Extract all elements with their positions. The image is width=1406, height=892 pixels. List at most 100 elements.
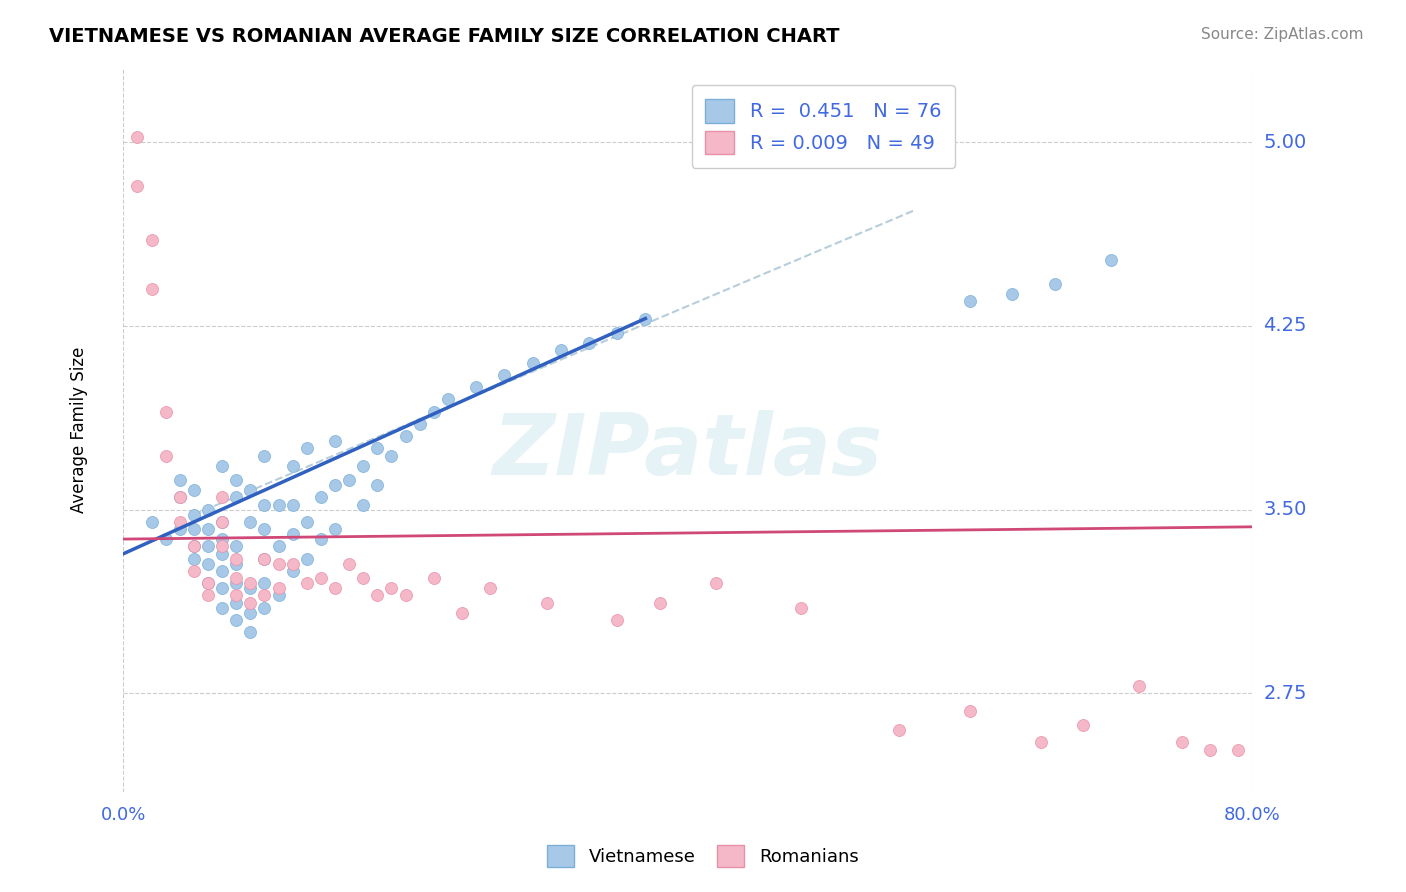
Text: 3.50: 3.50 bbox=[1264, 500, 1308, 519]
Point bbox=[309, 491, 332, 505]
Point bbox=[211, 540, 233, 554]
Point bbox=[141, 282, 163, 296]
Point bbox=[197, 576, 219, 591]
Point bbox=[1099, 252, 1122, 267]
Point bbox=[169, 522, 191, 536]
Point bbox=[253, 600, 276, 615]
Point bbox=[281, 458, 304, 473]
Point bbox=[309, 571, 332, 585]
Point bbox=[253, 551, 276, 566]
Point bbox=[197, 502, 219, 516]
Point bbox=[352, 571, 374, 585]
Point bbox=[239, 515, 262, 529]
Point bbox=[211, 581, 233, 595]
Point bbox=[211, 600, 233, 615]
Point bbox=[197, 522, 219, 536]
Point bbox=[183, 508, 205, 522]
Point bbox=[267, 498, 290, 512]
Point bbox=[634, 311, 657, 326]
Point bbox=[323, 581, 346, 595]
Text: Average Family Size: Average Family Size bbox=[70, 347, 89, 513]
Point bbox=[295, 515, 318, 529]
Point bbox=[225, 551, 247, 566]
Point bbox=[437, 392, 460, 407]
Legend: R =  0.451   N = 76, R = 0.009   N = 49: R = 0.451 N = 76, R = 0.009 N = 49 bbox=[692, 86, 955, 168]
Point bbox=[578, 336, 600, 351]
Point bbox=[155, 532, 177, 546]
Point bbox=[239, 606, 262, 620]
Point bbox=[606, 613, 628, 627]
Point bbox=[423, 404, 446, 418]
Point bbox=[183, 540, 205, 554]
Point bbox=[183, 564, 205, 578]
Point bbox=[197, 540, 219, 554]
Point bbox=[423, 571, 446, 585]
Point bbox=[155, 449, 177, 463]
Point bbox=[127, 179, 149, 194]
Point bbox=[337, 473, 360, 487]
Point bbox=[211, 515, 233, 529]
Point bbox=[239, 625, 262, 640]
Point bbox=[380, 581, 402, 595]
Point bbox=[295, 576, 318, 591]
Point bbox=[323, 478, 346, 492]
Point bbox=[959, 704, 981, 718]
Point bbox=[267, 557, 290, 571]
Point bbox=[1227, 743, 1250, 757]
Point bbox=[197, 557, 219, 571]
Text: ZIPatlas: ZIPatlas bbox=[492, 410, 883, 493]
Point bbox=[253, 576, 276, 591]
Point bbox=[465, 380, 488, 394]
Point bbox=[253, 449, 276, 463]
Point bbox=[451, 606, 474, 620]
Point bbox=[789, 600, 811, 615]
Point bbox=[394, 589, 416, 603]
Point bbox=[253, 498, 276, 512]
Point bbox=[1199, 743, 1222, 757]
Point bbox=[169, 473, 191, 487]
Point bbox=[253, 589, 276, 603]
Point bbox=[225, 589, 247, 603]
Point bbox=[394, 429, 416, 443]
Point bbox=[267, 540, 290, 554]
Point bbox=[225, 491, 247, 505]
Point bbox=[704, 576, 727, 591]
Point bbox=[169, 491, 191, 505]
Point bbox=[183, 551, 205, 566]
Point bbox=[1001, 287, 1024, 301]
Point bbox=[225, 613, 247, 627]
Point bbox=[1043, 277, 1066, 292]
Point bbox=[239, 483, 262, 497]
Point bbox=[211, 458, 233, 473]
Point bbox=[366, 478, 388, 492]
Point bbox=[225, 540, 247, 554]
Point bbox=[1128, 679, 1150, 693]
Point bbox=[550, 343, 572, 358]
Point bbox=[295, 551, 318, 566]
Point bbox=[169, 491, 191, 505]
Point bbox=[267, 581, 290, 595]
Text: 4.25: 4.25 bbox=[1264, 317, 1308, 335]
Point bbox=[648, 596, 671, 610]
Point bbox=[323, 522, 346, 536]
Point bbox=[323, 434, 346, 448]
Point bbox=[211, 532, 233, 546]
Point bbox=[536, 596, 558, 610]
Point bbox=[494, 368, 516, 382]
Point bbox=[479, 581, 502, 595]
Point bbox=[169, 515, 191, 529]
Point bbox=[225, 571, 247, 585]
Point bbox=[211, 564, 233, 578]
Point bbox=[183, 540, 205, 554]
Text: 2.75: 2.75 bbox=[1264, 684, 1308, 703]
Point bbox=[211, 515, 233, 529]
Point bbox=[225, 576, 247, 591]
Point bbox=[295, 442, 318, 456]
Point bbox=[239, 596, 262, 610]
Text: 5.00: 5.00 bbox=[1264, 133, 1306, 152]
Point bbox=[253, 551, 276, 566]
Point bbox=[211, 547, 233, 561]
Point bbox=[197, 576, 219, 591]
Point bbox=[225, 596, 247, 610]
Point bbox=[183, 522, 205, 536]
